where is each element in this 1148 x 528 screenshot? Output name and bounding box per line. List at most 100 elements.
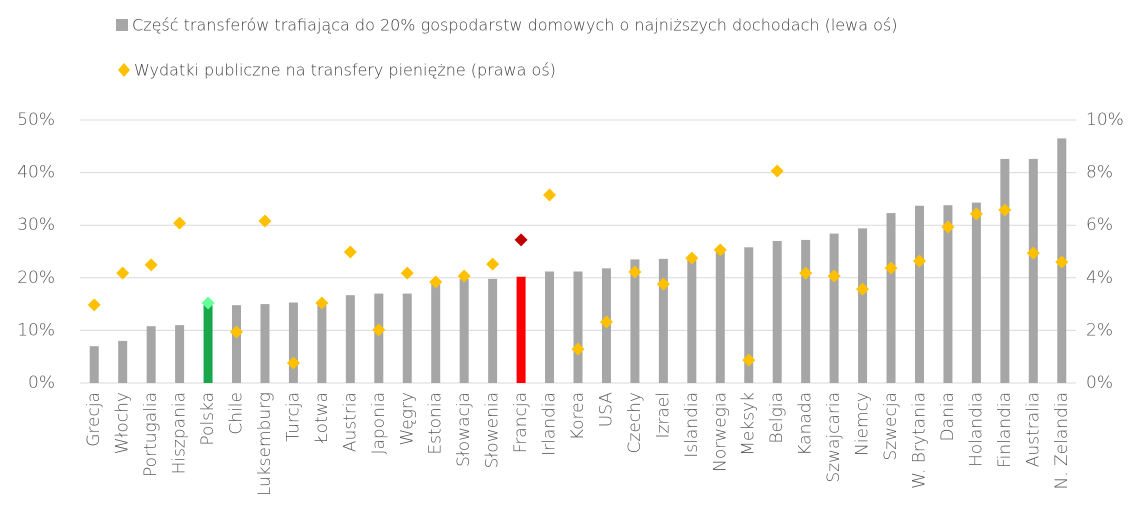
diamond bbox=[742, 353, 756, 367]
bar bbox=[914, 205, 924, 383]
bar bbox=[545, 271, 555, 383]
bar bbox=[516, 276, 526, 383]
diamond bbox=[258, 214, 272, 228]
x-tick-label: Łotwa bbox=[312, 392, 332, 444]
y-tick-label: 10% bbox=[17, 320, 55, 340]
x-tick-label: Meksyk bbox=[739, 392, 759, 456]
bar bbox=[345, 295, 355, 383]
diamond bbox=[372, 323, 386, 337]
x-tick-label: Hiszpania bbox=[170, 392, 190, 474]
bar bbox=[829, 233, 839, 383]
x-tick-label: Estonia bbox=[426, 392, 446, 455]
bar bbox=[317, 301, 327, 383]
bar bbox=[801, 239, 811, 383]
bar bbox=[118, 340, 128, 383]
bar bbox=[1028, 158, 1038, 383]
y2-tick-label: 10% bbox=[1086, 110, 1124, 130]
bar bbox=[772, 240, 782, 383]
x-tick-label: Korea bbox=[568, 392, 588, 440]
y2-tick-label: 4% bbox=[1086, 268, 1113, 288]
diamond bbox=[400, 266, 414, 280]
diamond bbox=[770, 164, 784, 178]
x-tick-label: Norwegia bbox=[710, 392, 730, 472]
bar bbox=[573, 271, 583, 383]
diamond bbox=[1026, 246, 1040, 260]
x-tick-label: Izrael bbox=[653, 392, 673, 439]
bar bbox=[260, 304, 270, 383]
bar bbox=[1000, 158, 1010, 383]
diamond bbox=[912, 254, 926, 268]
x-tick-label: W. Brytania bbox=[909, 392, 929, 489]
legend-swatch bbox=[116, 19, 128, 31]
y2-tick-label: 2% bbox=[1086, 320, 1113, 340]
x-tick-label: Portugalia bbox=[141, 392, 161, 477]
y-tick-label: 20% bbox=[17, 268, 55, 288]
diamond bbox=[201, 296, 215, 310]
diamond bbox=[827, 269, 841, 283]
bar bbox=[89, 346, 99, 383]
diamond bbox=[286, 356, 300, 370]
diamond bbox=[429, 275, 443, 289]
bar bbox=[687, 256, 697, 383]
legend-label: Wydatki publiczne na transfery pieniężne… bbox=[134, 61, 556, 80]
diamond bbox=[713, 243, 727, 257]
x-tick-label: Szwajcaria bbox=[824, 392, 844, 483]
diamond bbox=[543, 188, 557, 202]
x-tick-label: Kanada bbox=[796, 392, 816, 456]
y2-tick-label: 6% bbox=[1086, 215, 1113, 235]
x-tick-label: Irlandia bbox=[540, 392, 560, 456]
y-tick-label: 30% bbox=[17, 215, 55, 235]
diamond bbox=[486, 257, 500, 271]
y2-tick-label: 8% bbox=[1086, 163, 1113, 183]
diamond bbox=[1055, 255, 1069, 269]
diamond bbox=[656, 277, 670, 291]
bar bbox=[203, 304, 213, 383]
x-tick-label: Szwecja bbox=[881, 392, 901, 461]
x-tick-label: N. Zelandia bbox=[1052, 392, 1072, 489]
x-tick-label: Francja bbox=[511, 392, 531, 453]
x-tick-label: USA bbox=[596, 392, 616, 428]
x-tick-label: Niemcy bbox=[853, 392, 873, 456]
y-tick-label: 50% bbox=[17, 110, 55, 130]
diamond bbox=[315, 296, 329, 310]
bar bbox=[431, 283, 441, 383]
diamond bbox=[628, 265, 642, 279]
bar bbox=[488, 278, 498, 383]
bar bbox=[943, 205, 953, 383]
diamond bbox=[571, 342, 585, 356]
bar bbox=[232, 305, 242, 383]
x-tick-label: Włochy bbox=[113, 392, 133, 454]
bar bbox=[630, 259, 640, 383]
x-tick-label: Polska bbox=[198, 392, 218, 446]
diamond bbox=[969, 207, 983, 221]
diamond bbox=[144, 258, 158, 272]
x-tick-label: Grecja bbox=[84, 392, 104, 447]
diamond bbox=[173, 216, 187, 230]
x-tick-label: Luksemburg bbox=[255, 392, 275, 496]
legend-swatch bbox=[118, 63, 130, 77]
legend-label: Część transferów trafiająca do 20% gospo… bbox=[132, 16, 897, 35]
bar bbox=[858, 228, 868, 383]
x-tick-label: Dania bbox=[938, 392, 958, 441]
x-tick-label: Słowacja bbox=[454, 392, 474, 467]
bar bbox=[744, 247, 754, 383]
bar bbox=[374, 293, 384, 383]
x-tick-label: Islandia bbox=[682, 392, 702, 458]
bar bbox=[459, 278, 469, 383]
diamond bbox=[884, 261, 898, 275]
diamond bbox=[514, 233, 528, 247]
x-tick-label: Belgia bbox=[767, 392, 787, 444]
bar bbox=[146, 326, 156, 383]
bar bbox=[886, 213, 896, 383]
diamond bbox=[856, 282, 870, 296]
y-tick-label: 40% bbox=[17, 163, 55, 183]
diamond bbox=[457, 269, 471, 283]
x-tick-label: Turcja bbox=[283, 392, 303, 442]
diamond bbox=[599, 315, 613, 329]
x-tick-label: Holandia bbox=[966, 392, 986, 467]
diamond bbox=[116, 266, 130, 280]
bar bbox=[658, 258, 668, 383]
x-tick-label: Czechy bbox=[625, 392, 645, 453]
x-tick-label: Chile bbox=[227, 392, 247, 435]
